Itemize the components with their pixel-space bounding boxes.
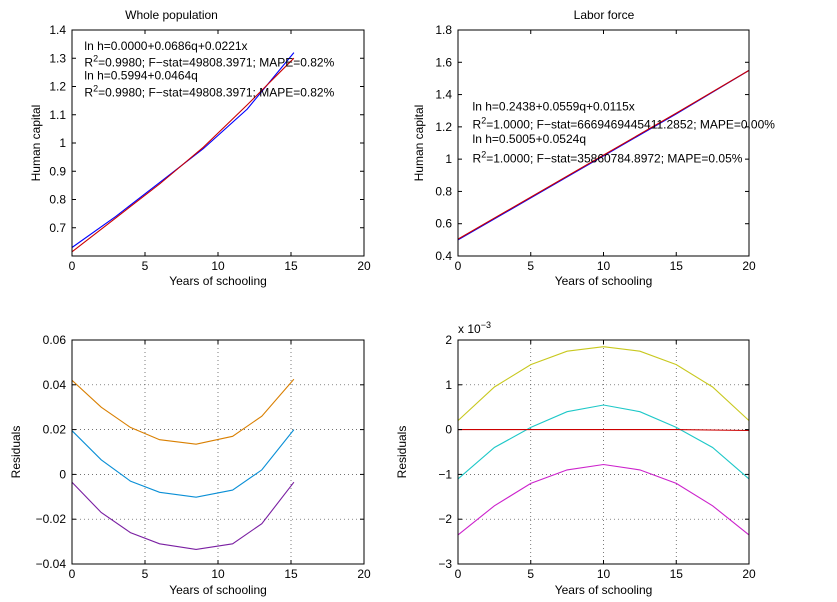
- y-tick-label: 1.1: [49, 108, 66, 122]
- y-tick-label: −0.02: [36, 512, 67, 526]
- x-tick-label: 0: [455, 567, 462, 581]
- y-tick-label: 0: [445, 423, 452, 437]
- chart-residuals-labor-force: 0 5 10 15 20 −3 −2 −1 0 1 2 Years of schooling Res…: [395, 320, 756, 597]
- annotation-text: R2=1.0000; F−stat=6669469445411.2852; MA…: [473, 115, 776, 131]
- x-axis-label: Years of schooling: [169, 274, 267, 288]
- x-tick-label: 0: [69, 567, 76, 581]
- x-tick-label: 20: [357, 567, 371, 581]
- x-axis-label: Years of schooling: [555, 274, 653, 288]
- series-line-3: [71, 481, 295, 550]
- series-line-1: [71, 378, 295, 445]
- y-axis-label: Residuals: [395, 426, 409, 479]
- y-tick-label: −0.04: [36, 557, 67, 571]
- y-axis-label: Human capital: [29, 105, 43, 182]
- series-line-2: [457, 69, 750, 240]
- x-tick-label: 20: [742, 567, 756, 581]
- x-tick-label: 10: [211, 567, 225, 581]
- y-tick-label: 1.2: [435, 120, 452, 134]
- y-tick-label: 0.06: [43, 333, 67, 347]
- y-tick-label: 2: [445, 333, 452, 347]
- y-tick-label: 0.6: [435, 217, 452, 231]
- y-tick-label: 1: [445, 378, 452, 392]
- annotation-text: ln h=0.5005+0.0524q: [473, 132, 586, 146]
- series-line-2: [457, 404, 750, 480]
- y-tick-label: 0.8: [435, 184, 452, 198]
- annotation-text: R2=0.9980; F−stat=49808.3971; MAPE=0.82%: [84, 54, 334, 70]
- y-tick-label: 0.8: [49, 193, 66, 207]
- chart-residuals-whole-population: 0 5 10 15 20 −0.04 −0.02 0 0.02 0.04 0.06 Years of…: [9, 333, 371, 597]
- series-line-3: [458, 429, 750, 432]
- y-tick-label: 0.4: [435, 249, 452, 263]
- x-axis-label: Years of schooling: [169, 583, 267, 597]
- x-axis-label: Years of schooling: [555, 583, 653, 597]
- annotation-text: R2=0.9980; F−stat=49808.3971; MAPE=0.82%: [84, 83, 334, 99]
- y-tick-label: 1: [445, 152, 452, 166]
- x-tick-label: 10: [597, 259, 611, 273]
- annotation-text: ln h=0.0000+0.0686q+0.0221x: [84, 39, 247, 53]
- y-tick-label: 0.9: [49, 164, 66, 178]
- y-tick-label: −1: [438, 467, 452, 481]
- y-tick-label: 0.04: [43, 378, 67, 392]
- y-tick-label: 0.7: [49, 221, 66, 235]
- chart-title: Labor force: [574, 8, 635, 22]
- x-tick-label: 15: [284, 259, 298, 273]
- x-tick-label: 15: [284, 567, 298, 581]
- y-tick-label: 1.6: [435, 55, 452, 69]
- series-line-4: [457, 463, 750, 536]
- x-tick-label: 0: [455, 259, 462, 273]
- x-tick-label: 20: [742, 259, 756, 273]
- y-tick-label: 1.3: [49, 51, 66, 65]
- chart-title: Whole population: [125, 8, 218, 22]
- x-tick-label: 15: [670, 567, 684, 581]
- y-tick-label: 1.8: [435, 23, 452, 37]
- y-tick-label: 1.4: [49, 23, 66, 37]
- x-tick-label: 5: [527, 259, 534, 273]
- y-tick-label: 1: [59, 136, 66, 150]
- y-tick-label: 0: [59, 467, 66, 481]
- x-tick-label: 10: [597, 567, 611, 581]
- chart-labor-force: Labor force 0 5 10 15 20 0.4 0.6 0.8 1 1.2 1.4 1.6 1…: [412, 8, 775, 288]
- series-line-2: [71, 57, 295, 253]
- series-line-2: [71, 429, 295, 498]
- y-axis-multiplier: x 10−3: [458, 320, 491, 336]
- annotation-text: ln h=0.2438+0.0559q+0.0115x: [473, 100, 635, 114]
- y-axis-label: Residuals: [9, 426, 23, 479]
- x-tick-label: 5: [142, 567, 149, 581]
- x-tick-label: 10: [211, 259, 225, 273]
- y-tick-label: −2: [438, 512, 452, 526]
- y-tick-label: 1.4: [435, 88, 452, 102]
- x-tick-label: 5: [527, 567, 534, 581]
- y-tick-label: 1.2: [49, 80, 66, 94]
- chart-whole-population: Whole population 0 5 10 15 20 0.7 0.8 0.9 1 1.1 1.…: [29, 8, 371, 288]
- x-tick-label: 20: [357, 259, 371, 273]
- x-tick-label: 5: [142, 259, 149, 273]
- x-tick-label: 15: [670, 259, 684, 273]
- annotation-text: R2=1.0000; F−stat=35860784.8972; MAPE=0.…: [473, 149, 743, 165]
- y-tick-label: −3: [438, 557, 452, 571]
- y-tick-label: 0.02: [43, 423, 67, 437]
- annotation-text: ln h=0.5994+0.0464q: [84, 68, 197, 82]
- x-tick-label: 0: [69, 259, 76, 273]
- y-axis-label: Human capital: [412, 105, 426, 182]
- series-line-1: [457, 346, 750, 422]
